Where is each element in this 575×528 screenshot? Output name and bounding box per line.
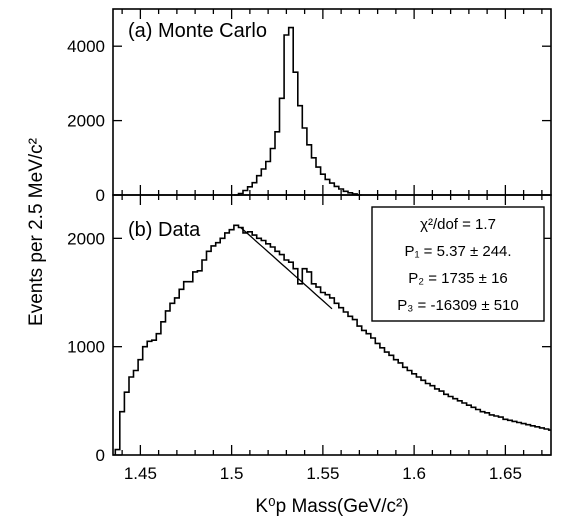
- x-tick-label-1: 1.5: [220, 464, 244, 483]
- y-tick-label-b-1: 1000: [67, 338, 105, 357]
- x-tick-label-4: 1.65: [489, 464, 522, 483]
- fit-results-box: [371, 206, 545, 322]
- panel-a-ticks: 0 2000 4000: [67, 9, 551, 205]
- x-tick-label-3: 1.6: [402, 464, 426, 483]
- y-tick-label-b-0: 0: [96, 446, 105, 465]
- x-tick-label-2: 1.55: [306, 464, 339, 483]
- x-tick-label-0: 1.45: [124, 464, 157, 483]
- y-axis-title: Events per 2.5 MeV/c²: [26, 138, 47, 326]
- panel-b-frame: [112, 194, 552, 456]
- y-tick-label-a-1: 2000: [67, 112, 105, 131]
- x-axis-title: K⁰p Mass(GeV/c²): [255, 496, 408, 517]
- fit-curve: [240, 227, 333, 310]
- panel-b-histogram: [114, 224, 551, 455]
- panel-a-histogram: [233, 26, 362, 196]
- fit-chi2: χ²/dof = 1.7: [420, 216, 496, 233]
- y-tick-label-a-2: 4000: [67, 37, 105, 56]
- fit-p3: P₃ = -16309 ± 510: [397, 297, 519, 314]
- panel-b-label: (b) Data: [128, 219, 201, 241]
- histogram-steps-b: [114, 224, 551, 455]
- histogram-steps-a: [233, 26, 362, 196]
- fit-p2: P₂ = 1735 ± 16: [408, 270, 508, 287]
- panel-a-label: (a) Monte Carlo: [128, 20, 267, 42]
- panel-b-fit: [240, 227, 333, 310]
- fit-p1: P₁ = 5.37 ± 244.: [404, 243, 511, 260]
- panel-b-ticks: 0 1000 2000 1.45 1.5 1.55 1.6 1.65: [67, 195, 551, 483]
- y-tick-label-a-0: 0: [96, 186, 105, 205]
- y-tick-label-b-2: 2000: [67, 229, 105, 248]
